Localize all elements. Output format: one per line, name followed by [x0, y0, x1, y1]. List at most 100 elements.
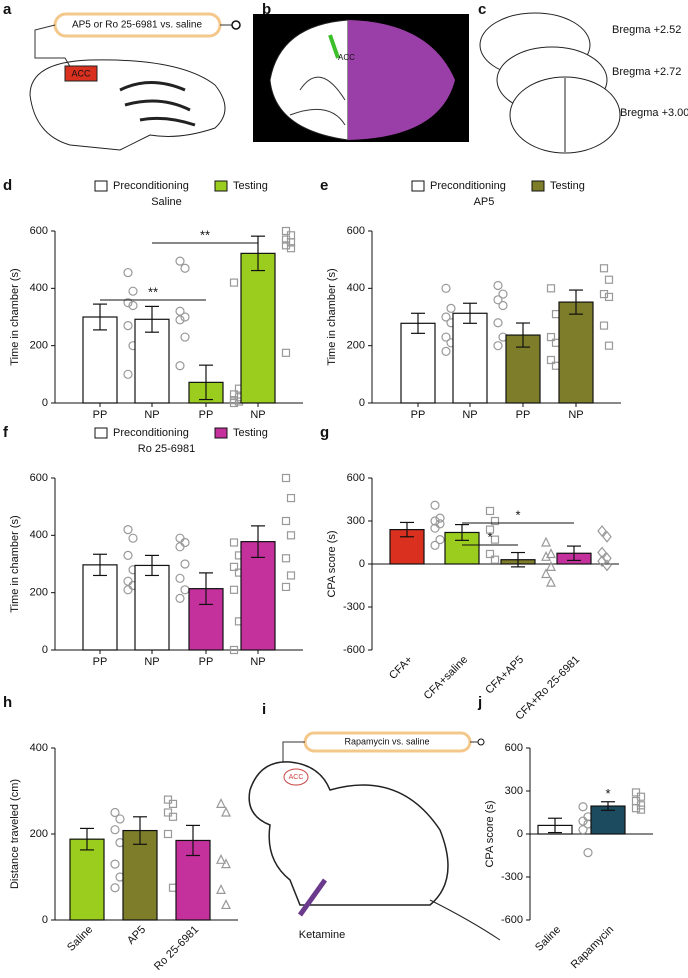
y-tick-label: 300 [347, 515, 365, 527]
data-point [163, 808, 173, 817]
data-point [175, 315, 185, 325]
bar [122, 829, 158, 921]
significance: * [515, 507, 520, 522]
panel-label: h [3, 694, 12, 711]
y-tick-label: 400 [30, 282, 48, 294]
data-point [441, 283, 451, 293]
y-tick-label: 600 [505, 742, 523, 754]
panel-label: c [478, 1, 486, 18]
data-point [123, 321, 133, 331]
y-tick-label: -600 [501, 914, 523, 926]
x-tick-label: Rapamycin [569, 924, 616, 971]
data-point [493, 280, 503, 291]
atlas-lines [289, 76, 346, 126]
brain-structures [119, 81, 196, 127]
acc-box [64, 65, 98, 82]
x-tick-label: PP [93, 656, 108, 668]
data-point [636, 792, 646, 801]
data-point [597, 555, 607, 568]
data-point [281, 348, 291, 357]
bar [452, 312, 488, 404]
data-point [441, 332, 451, 342]
data-point [163, 829, 173, 839]
significance: * [487, 529, 492, 544]
data-point [636, 805, 646, 814]
rat [248, 761, 449, 906]
legend-label: Preconditioning [430, 180, 506, 192]
data-point [546, 548, 556, 559]
x-tick-label: Ro 25-6981 [152, 924, 201, 973]
y-tick-label: 400 [30, 742, 48, 754]
legend-swatch [94, 180, 108, 192]
legend-label: Testing [233, 180, 268, 192]
data-point [180, 263, 190, 273]
tube [282, 741, 305, 765]
data-point [168, 799, 178, 809]
y-tick-label: 300 [505, 785, 523, 797]
panel-label: g [320, 424, 329, 441]
legend-label: Testing [550, 180, 585, 192]
data-point [286, 531, 296, 540]
data-point [216, 798, 226, 809]
x-tick-label: Saline [533, 924, 563, 954]
x-tick-label: PP [411, 409, 426, 421]
y-tick-label: 600 [30, 472, 48, 484]
data-point [180, 332, 190, 342]
y-tick-label: -300 [343, 601, 365, 613]
data-point [180, 559, 190, 569]
data-point [281, 554, 291, 563]
stained-half [348, 20, 455, 140]
chart-title: Saline [151, 196, 182, 208]
y-tick-label: 600 [347, 472, 365, 484]
bar [134, 564, 170, 651]
data-point [110, 883, 120, 893]
data-point [604, 275, 614, 284]
data-point [435, 535, 445, 545]
x-tick-label: PP [93, 409, 108, 421]
y-axis-label: Distance traveled (cm) [9, 779, 21, 889]
legend-swatch [214, 427, 228, 439]
data-point [128, 533, 138, 543]
data-point [123, 524, 133, 535]
tube [34, 24, 76, 76]
data-point [286, 238, 296, 247]
data-point [163, 795, 173, 804]
data-point [175, 306, 185, 316]
data-point [636, 801, 646, 810]
y-axis-label: CPA score (s) [484, 800, 496, 867]
data-point [286, 571, 296, 580]
data-point [168, 812, 178, 821]
chart-title: AP5 [474, 196, 495, 208]
data-point [281, 516, 291, 526]
y-tick-label: 0 [42, 397, 48, 409]
data-point [123, 298, 133, 308]
legend-label: Preconditioning [113, 180, 189, 192]
x-tick-label: NP [462, 409, 477, 421]
x-tick-label: CFA+ [387, 654, 415, 682]
y-tick-label: 200 [347, 340, 365, 352]
panel-b: b ACC [253, 1, 469, 142]
data-point [229, 562, 239, 571]
data-point [128, 300, 138, 311]
data-point [229, 585, 239, 594]
legend-label: Testing [233, 427, 268, 439]
data-point [485, 506, 495, 516]
y-tick-label: 200 [30, 587, 48, 599]
y-tick-label: 200 [30, 340, 48, 352]
data-point [583, 848, 593, 858]
acc-label: ACC [71, 68, 91, 78]
data-point [599, 264, 609, 273]
panel-label: d [3, 177, 12, 194]
data-point [229, 645, 239, 655]
panel-a: a AP5 or Ro 25-6981 vs. saline ACC [3, 1, 241, 151]
y-tick-label: 600 [30, 225, 48, 237]
port [231, 20, 241, 30]
data-point [578, 825, 588, 835]
bar [69, 838, 105, 921]
data-point [485, 549, 495, 559]
data-point [631, 796, 641, 806]
pill-text: Rapamycin vs. saline [344, 736, 429, 746]
data-point [541, 568, 551, 579]
y-tick-label: 0 [359, 558, 365, 570]
